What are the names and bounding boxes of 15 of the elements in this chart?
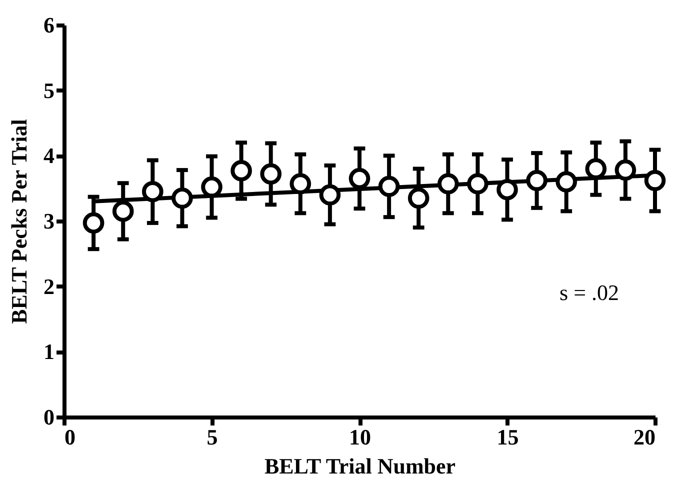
y-axis-title: BELT Pecks Per Trial: [6, 119, 32, 324]
y-tick-label: 5: [44, 78, 54, 103]
x-tick-label: 5: [206, 424, 218, 450]
y-tick-label: 0: [44, 404, 54, 430]
y-tick-label: 6: [44, 12, 54, 38]
x-tick-label: 15: [496, 424, 519, 450]
annotation: s = .02: [560, 280, 619, 305]
x-tick-label: 10: [349, 424, 371, 450]
y-tick-label: 2: [44, 274, 54, 299]
y-tick-label: 3: [44, 208, 54, 234]
y-tick-label: 1: [44, 339, 54, 364]
x-tick-label: 0: [64, 424, 76, 450]
y-tick-label: 4: [44, 143, 54, 168]
x-tick-label: 20: [634, 424, 656, 450]
x-axis-title: BELT Trial Number: [264, 454, 456, 478]
